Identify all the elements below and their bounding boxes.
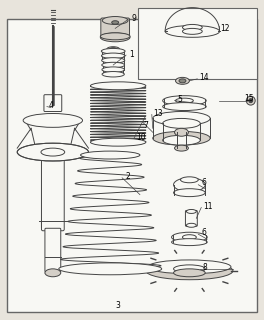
Text: 15: 15 — [244, 94, 253, 103]
Ellipse shape — [173, 178, 205, 192]
FancyBboxPatch shape — [138, 8, 257, 79]
Text: 11: 11 — [203, 202, 213, 211]
Ellipse shape — [59, 263, 162, 275]
Ellipse shape — [23, 114, 83, 127]
Text: 2: 2 — [125, 172, 130, 181]
FancyBboxPatch shape — [101, 18, 130, 39]
FancyBboxPatch shape — [7, 20, 257, 312]
Ellipse shape — [182, 24, 202, 30]
Text: 4: 4 — [49, 101, 54, 110]
Ellipse shape — [110, 48, 117, 51]
Ellipse shape — [112, 21, 119, 24]
Ellipse shape — [163, 96, 206, 106]
Ellipse shape — [100, 33, 130, 40]
Ellipse shape — [181, 177, 198, 183]
Text: 8: 8 — [202, 263, 207, 272]
FancyBboxPatch shape — [45, 228, 61, 272]
Text: 10: 10 — [136, 133, 145, 142]
Ellipse shape — [179, 79, 186, 83]
Text: 5: 5 — [177, 95, 182, 104]
Ellipse shape — [153, 111, 210, 125]
Text: 6: 6 — [201, 178, 206, 187]
Ellipse shape — [173, 189, 205, 196]
Ellipse shape — [91, 82, 146, 90]
Ellipse shape — [172, 232, 207, 242]
Ellipse shape — [102, 62, 125, 68]
Ellipse shape — [45, 269, 61, 277]
Ellipse shape — [107, 47, 120, 52]
Ellipse shape — [186, 210, 196, 213]
Ellipse shape — [146, 262, 233, 280]
Text: 3: 3 — [115, 301, 120, 310]
Ellipse shape — [17, 143, 88, 161]
Ellipse shape — [175, 128, 188, 136]
Ellipse shape — [148, 260, 231, 274]
Ellipse shape — [41, 148, 65, 156]
Ellipse shape — [182, 28, 202, 34]
Ellipse shape — [173, 269, 205, 277]
Ellipse shape — [91, 138, 146, 146]
Text: 13: 13 — [153, 109, 162, 118]
Ellipse shape — [173, 265, 205, 273]
Ellipse shape — [163, 135, 200, 145]
FancyBboxPatch shape — [185, 211, 197, 226]
Ellipse shape — [186, 223, 196, 227]
Ellipse shape — [176, 77, 189, 84]
FancyBboxPatch shape — [41, 221, 51, 228]
Text: 6: 6 — [201, 228, 206, 237]
Text: 7: 7 — [143, 121, 148, 130]
Ellipse shape — [101, 48, 125, 54]
Ellipse shape — [175, 145, 188, 151]
Text: 14: 14 — [199, 73, 209, 82]
Ellipse shape — [249, 99, 253, 103]
Ellipse shape — [246, 96, 255, 105]
Text: 12: 12 — [220, 24, 230, 33]
Ellipse shape — [81, 151, 140, 159]
Ellipse shape — [165, 25, 220, 37]
Ellipse shape — [172, 239, 207, 245]
Ellipse shape — [163, 103, 206, 110]
Ellipse shape — [176, 98, 193, 103]
Ellipse shape — [153, 131, 210, 145]
Text: 1: 1 — [129, 50, 134, 59]
Ellipse shape — [102, 67, 125, 72]
Text: 9: 9 — [131, 14, 136, 23]
FancyBboxPatch shape — [41, 156, 64, 231]
Ellipse shape — [102, 58, 125, 63]
FancyBboxPatch shape — [44, 95, 62, 111]
Ellipse shape — [101, 53, 125, 59]
Ellipse shape — [163, 118, 200, 128]
Ellipse shape — [100, 33, 130, 42]
Ellipse shape — [102, 17, 128, 24]
Ellipse shape — [102, 72, 124, 77]
Ellipse shape — [182, 235, 196, 240]
